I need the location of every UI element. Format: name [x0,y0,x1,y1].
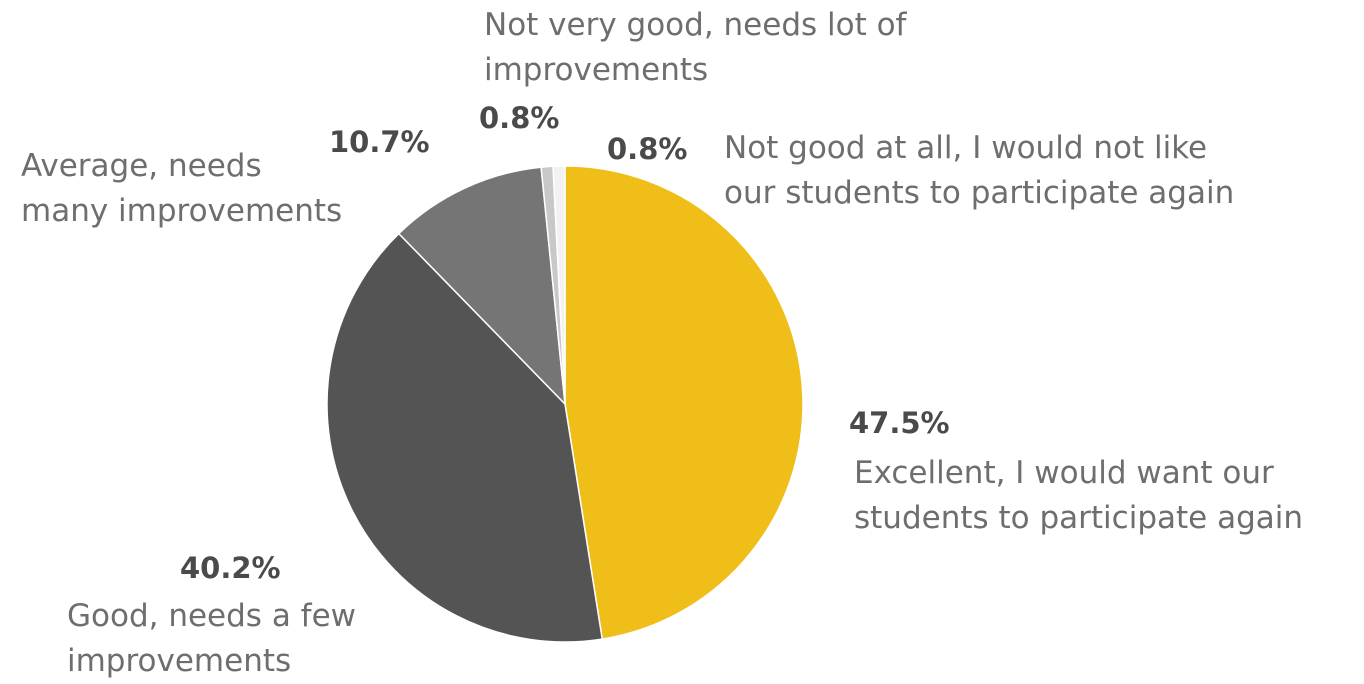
slice-excellent-label-line-1: Excellent, I would want our [854,455,1274,491]
slice-not-good-percent: 0.8% [607,132,688,166]
slice-good-percent: 40.2% [180,551,281,585]
pie-slice-excellent [564,165,804,640]
slice-not-good-label: Not good at all, I would not like our st… [724,126,1234,216]
pie-slices [326,165,804,643]
slice-excellent-percent: 47.5% [849,406,950,440]
slice-excellent-label: Excellent, I would want our students to … [854,451,1303,541]
pie-slice-good [326,232,604,643]
slice-good-label-line-1: Good, needs a few [67,598,357,634]
slice-average-percent: 10.7% [329,125,430,159]
slice-not-very-good-label-line-2: improvements [484,52,709,88]
slice-average-label: Average, needs many improvements [21,144,342,234]
slice-excellent-label-line-2: students to participate again [854,500,1304,536]
pie-slice-not-good [552,165,566,405]
slice-not-very-good-percent: 0.8% [479,101,560,135]
slice-not-very-good-label-line-1: Not very good, needs lot of [484,7,907,43]
slice-not-very-good-label: Not very good, needs lot of improvements [484,3,906,93]
slice-not-good-label-line-2: our students to participate again [724,175,1235,211]
slice-average-label-line-1: Average, needs [21,148,262,184]
slice-good-label: Good, needs a few improvements [67,594,356,684]
slice-average-label-line-2: many improvements [21,193,343,229]
slice-not-good-label-line-1: Not good at all, I would not like [724,130,1208,166]
pie-slice-average [397,166,566,407]
slice-good-label-line-2: improvements [67,643,292,679]
